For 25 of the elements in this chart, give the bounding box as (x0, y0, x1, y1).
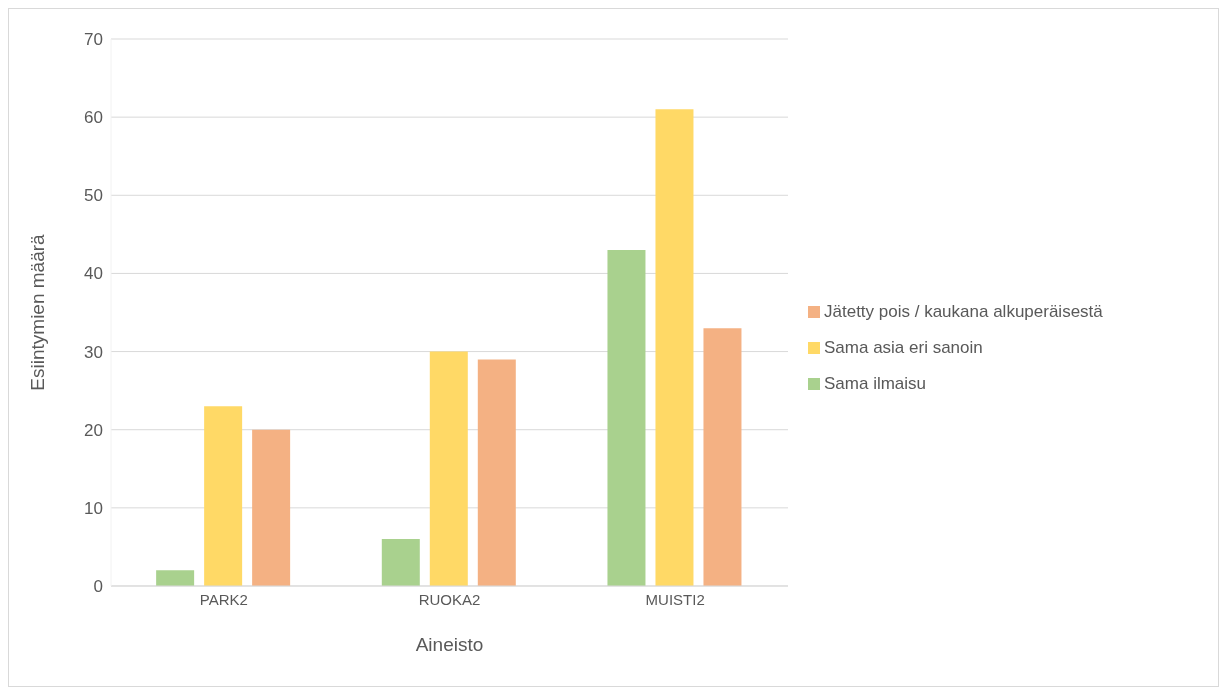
x-axis-title: Aineisto (415, 634, 484, 655)
y-tick-label: 70 (84, 30, 103, 50)
y-tick-label: 40 (84, 264, 103, 284)
x-tick-label: MUISTI2 (645, 590, 705, 608)
y-tick-label: 20 (84, 420, 103, 440)
bar (156, 570, 195, 586)
bar (381, 539, 420, 586)
x-tick-label: RUOKA2 (418, 590, 481, 608)
legend-label: Jätetty pois / kaukana alkuperäisestä (824, 301, 1103, 321)
y-tick-label: 30 (84, 342, 103, 362)
y-tick-label: 50 (84, 186, 103, 206)
bar (252, 429, 291, 586)
y-tick-label: 0 (93, 577, 103, 597)
bar (703, 328, 742, 586)
legend-label: Sama asia eri sanoin (824, 337, 983, 357)
x-tick-label: PARK2 (199, 590, 248, 608)
y-tick-label: 60 (84, 108, 103, 128)
bar (429, 351, 468, 586)
bar (204, 406, 243, 586)
y-tick-label: 10 (84, 498, 103, 518)
bar (607, 249, 646, 586)
y-axis-title: Esiintymien määrä (26, 233, 48, 391)
bar (655, 109, 694, 586)
legend-label: Sama ilmaisu (824, 373, 927, 393)
bar (477, 359, 516, 586)
